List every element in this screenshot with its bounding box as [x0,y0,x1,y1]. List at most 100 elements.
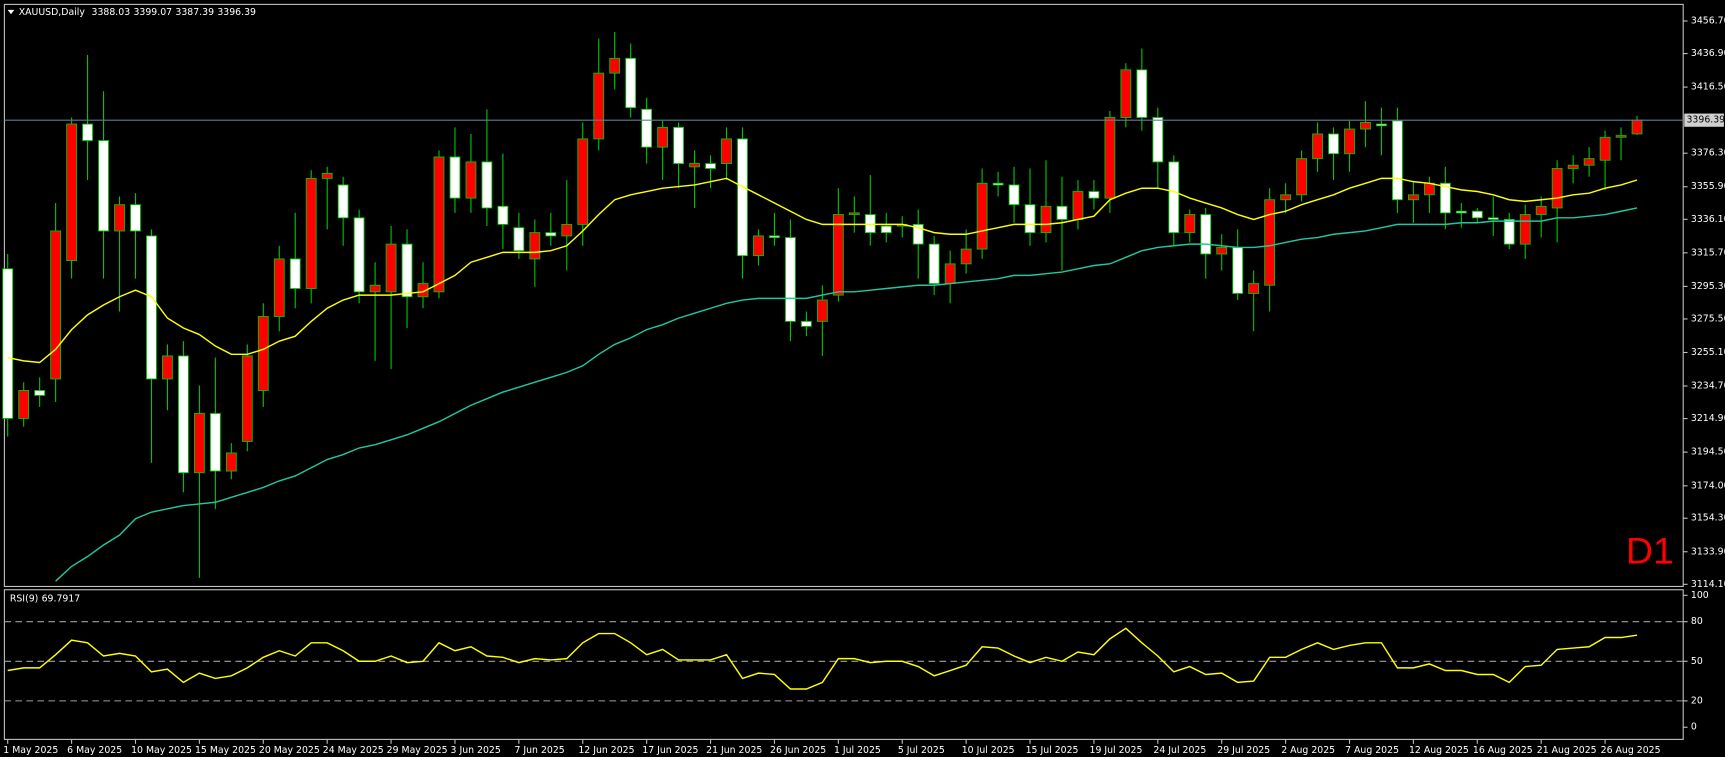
candle-body [960,248,972,265]
candle-body [657,126,669,148]
candle-body [721,138,732,165]
candle-body [848,212,860,215]
candle-body [1168,161,1180,234]
moving-average [7,177,1638,364]
candle-body [1487,217,1499,220]
candle-body [529,232,541,260]
candle-body [178,355,189,474]
rsi-value: 69.7917 [42,593,81,604]
candle-body [1088,191,1100,199]
candle-body [737,138,748,257]
candle-body [609,57,621,74]
x-tick-label: 12 Aug 2025 [1409,745,1469,756]
candle-body [209,413,221,472]
candle-body [1392,120,1403,201]
candle-body [641,108,653,148]
low-price: 3387.39 [175,7,214,18]
candle-body [944,263,956,285]
y-tick-label: 3114.10 [1691,579,1725,590]
y-tick-label: 3436.90 [1691,48,1725,59]
y-tick-label: 3255.10 [1691,347,1725,358]
rsi-title: RSI(9) [10,593,38,604]
candle-body [801,320,812,327]
candle-body [465,161,477,199]
candle-body [98,140,109,232]
candle-body [34,390,46,396]
y-tick-label: 3315.70 [1691,247,1725,258]
x-tick-label: 19 Jul 2025 [1090,745,1143,756]
x-tick-label: 10 Jul 2025 [962,745,1015,756]
candle-body [1184,214,1196,234]
open-price: 3388.03 [92,7,131,18]
bid-label-box [1684,113,1724,127]
candle-body [225,452,237,472]
y-tick-label: 3194.50 [1691,447,1725,458]
x-tick-label: 24 Jul 2025 [1153,745,1206,756]
candle-body [1104,117,1116,199]
candle-body [289,258,301,289]
candle-body [1232,246,1244,294]
x-tick-label: 6 May 2025 [67,745,122,756]
candle-body [577,138,589,225]
candle-body [673,126,684,165]
candle-body [50,230,62,380]
x-tick-label: 29 Jul 2025 [1217,745,1270,756]
candle-body [832,214,844,296]
candle-body [1344,128,1355,155]
candle-body [976,182,988,250]
x-tick-label: 17 Jun 2025 [642,745,698,756]
candle-body [593,72,605,140]
candle-body [912,223,924,245]
candle-body [1567,164,1579,169]
candle-body [18,390,30,419]
candle-body [753,235,764,257]
candle-body [401,243,413,298]
candle-body [1376,123,1387,127]
x-tick-label: 15 Jul 2025 [1026,745,1079,756]
close-price: 3396.39 [217,7,256,18]
menu-arrow[interactable] [7,9,15,15]
y-tick-label: 100 [1691,590,1709,601]
candle-body [497,205,509,225]
x-tick-label: 21 Jun 2025 [706,745,762,756]
candle-body [321,172,333,179]
candle-body [1200,214,1212,255]
x-tick-label: 29 May 2025 [387,745,448,756]
candle-body [1120,69,1132,118]
y-tick-label: 3214.90 [1691,413,1725,424]
x-tick-label: 24 May 2025 [323,745,384,756]
candle-body [1152,117,1164,163]
candle-body [1008,184,1020,206]
candle-body [785,237,796,322]
high-price: 3399.07 [133,7,172,18]
candle-body [273,258,285,317]
candle-body [1583,158,1595,166]
candle-body [769,235,780,238]
candle-body [928,243,940,285]
y-tick-label: 3355.90 [1691,181,1725,192]
candle-body [545,232,557,237]
candle-body [689,163,700,168]
x-tick-label: 10 May 2025 [131,745,192,756]
candle-body [1248,283,1260,294]
rsi-header: RSI(9) 69.7917 [10,593,80,604]
candle-body [82,123,93,141]
rsi-line [7,627,1638,690]
candle-body [337,184,349,219]
y-tick-label: 3133.90 [1691,546,1725,557]
y-tick-label: 0 [1691,722,1697,733]
candle-body [433,156,445,293]
y-tick-label: 3295.30 [1691,281,1725,292]
bid-label: 3396.39 [1686,115,1725,126]
x-tick-label: 7 Jun 2025 [514,745,564,756]
candle-body [1072,191,1084,220]
x-tick-label: 5 Jul 2025 [898,745,945,756]
candle-body [705,163,716,169]
candle-body [1056,205,1068,220]
timeframe-label: D1 [1626,529,1674,571]
candle-body [114,204,125,232]
candle-body [1535,205,1547,215]
